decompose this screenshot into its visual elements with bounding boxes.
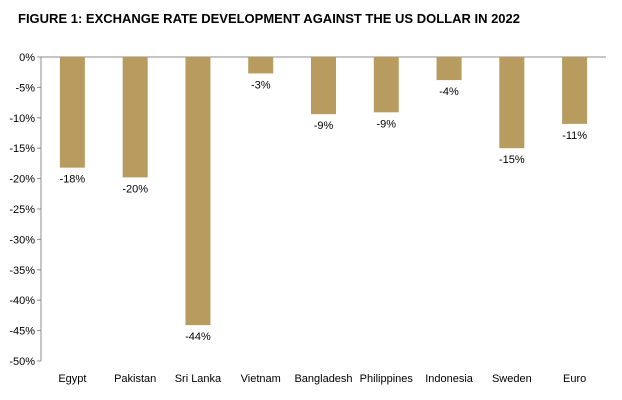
x-tick-label: Pakistan — [114, 373, 156, 385]
data-label: -18% — [60, 174, 86, 186]
bar — [436, 57, 462, 81]
bar — [562, 57, 588, 124]
bar — [499, 57, 525, 149]
labels: -18% Egypt -20% Pakistan -44% Sri Lanka -3% Vie… — [58, 79, 587, 385]
data-label: -3% — [251, 79, 271, 91]
y-tick-label: -50% — [9, 356, 35, 368]
data-label: -9% — [376, 118, 396, 130]
data-label: -9% — [314, 120, 334, 132]
y-tick-label: -15% — [9, 143, 35, 155]
bar — [59, 57, 85, 168]
y-tick-label: -40% — [9, 295, 35, 307]
data-label: -20% — [122, 183, 148, 195]
y-tick-label: -45% — [9, 326, 35, 338]
x-tick-label: Euro — [563, 373, 586, 385]
bar — [122, 57, 148, 178]
y-tick-label: -35% — [9, 265, 35, 277]
y-tick-label: -10% — [9, 113, 35, 125]
x-tick-label: Indonesia — [425, 373, 474, 385]
y-tick-label: -5% — [15, 82, 35, 94]
bar — [373, 57, 399, 113]
bar — [311, 57, 336, 115]
axes: 0% -5% -10% -15% -20% -25% -30% -35% -40% -45% -50… — [9, 52, 606, 368]
data-label: -11% — [562, 130, 587, 142]
y-tick-label: 0% — [19, 52, 35, 64]
x-tick-label: Bangladesh — [294, 373, 352, 385]
x-tick-label: Sweden — [492, 373, 532, 385]
data-label: -44% — [185, 331, 211, 343]
bar — [248, 57, 274, 74]
y-tick-label: -25% — [9, 204, 35, 216]
y-tick-label: -30% — [9, 234, 35, 246]
x-tick-label: Sri Lanka — [175, 373, 222, 385]
data-label: -4% — [439, 86, 459, 98]
x-tick-label: Egypt — [58, 373, 86, 385]
chart-title: FIGURE 1: EXCHANGE RATE DEVELOPMENT AGAI… — [18, 11, 520, 26]
bar — [185, 57, 211, 326]
x-tick-label: Philippines — [360, 373, 414, 385]
y-tick-label: -20% — [9, 174, 35, 186]
x-tick-label: Vietnam — [241, 373, 281, 385]
bars — [59, 57, 588, 326]
data-label: -15% — [499, 154, 525, 166]
